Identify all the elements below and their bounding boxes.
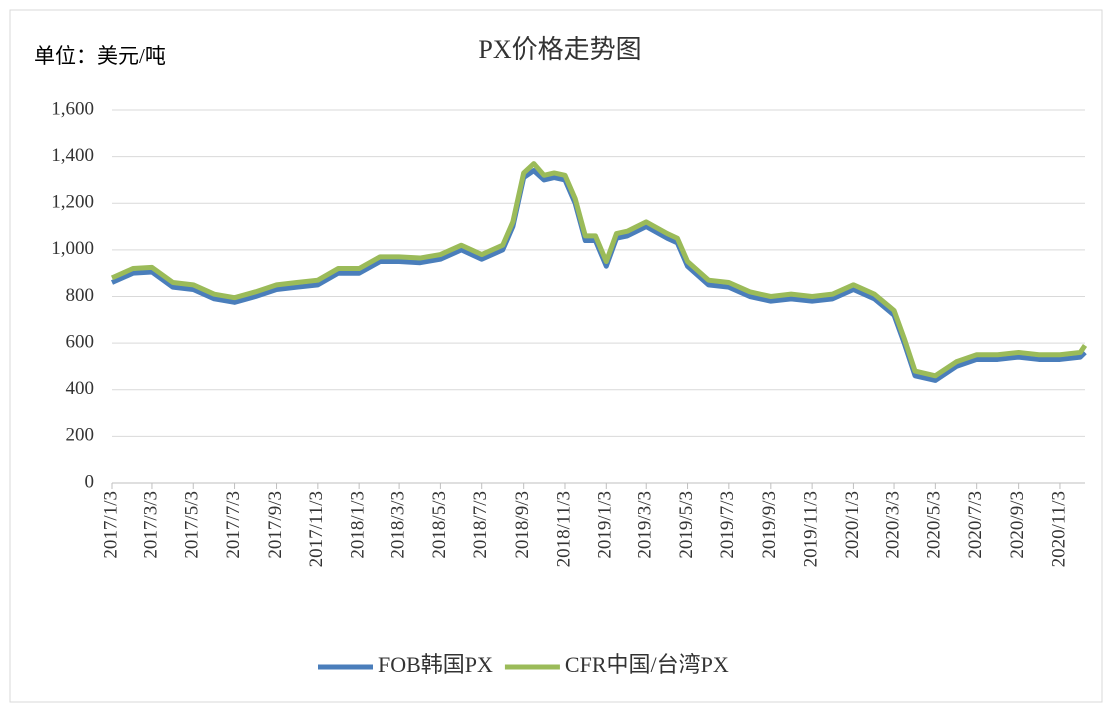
x-tick-label: 2019/5/3 xyxy=(676,491,697,559)
x-tick-label: 2019/1/3 xyxy=(595,491,616,559)
y-tick-label: 1,000 xyxy=(51,238,94,259)
x-tick-label: 2020/5/3 xyxy=(924,491,945,559)
y-tick-label: 400 xyxy=(66,378,95,399)
x-tick-label: 2020/9/3 xyxy=(1007,491,1028,559)
y-tick-label: 1,400 xyxy=(51,145,94,166)
line-series xyxy=(110,161,1088,379)
y-tick-label: 600 xyxy=(66,331,95,352)
x-tick-label: 2018/1/3 xyxy=(348,491,369,559)
x-tick-label: 2018/11/3 xyxy=(553,491,574,567)
x-tick-label: 2020/7/3 xyxy=(965,491,986,559)
x-tick-label: 2020/11/3 xyxy=(1048,491,1069,567)
x-tick-label: 2018/7/3 xyxy=(470,491,491,559)
x-tick-label: 2017/11/3 xyxy=(306,491,327,567)
x-tick-label: 2018/9/3 xyxy=(512,491,533,559)
y-tick-label: 1,600 xyxy=(51,98,94,119)
x-tick-label: 2017/1/3 xyxy=(100,491,121,559)
legend-label: CFR中国/台湾PX xyxy=(565,652,729,677)
unit-label: 单位：美元/吨 xyxy=(34,44,166,68)
x-tick-label: 2020/3/3 xyxy=(882,491,903,559)
x-tick-label: 2019/9/3 xyxy=(759,491,780,559)
x-tick-label: 2017/9/3 xyxy=(265,491,286,559)
x-tick-label: 2018/3/3 xyxy=(387,491,408,559)
x-tick-label: 2019/3/3 xyxy=(635,491,656,559)
y-tick-label: 1,200 xyxy=(51,192,94,213)
x-tick-label: 2017/7/3 xyxy=(223,491,244,559)
y-tick-label: 200 xyxy=(66,425,95,446)
y-tick-label: 0 xyxy=(85,471,95,492)
x-tick-label: 2017/3/3 xyxy=(140,491,161,559)
x-tick-label: 2020/1/3 xyxy=(842,491,863,559)
x-tick-label: 2017/5/3 xyxy=(182,491,203,559)
x-tick-label: 2019/11/3 xyxy=(800,491,821,567)
x-tick-label: 2018/5/3 xyxy=(429,491,450,559)
chart-title: PX价格走势图 xyxy=(478,35,641,64)
legend-label: FOB韩国PX xyxy=(378,652,493,677)
chart-frame xyxy=(9,9,1103,703)
x-tick-label: 2019/7/3 xyxy=(717,491,738,559)
y-tick-label: 800 xyxy=(66,285,95,306)
